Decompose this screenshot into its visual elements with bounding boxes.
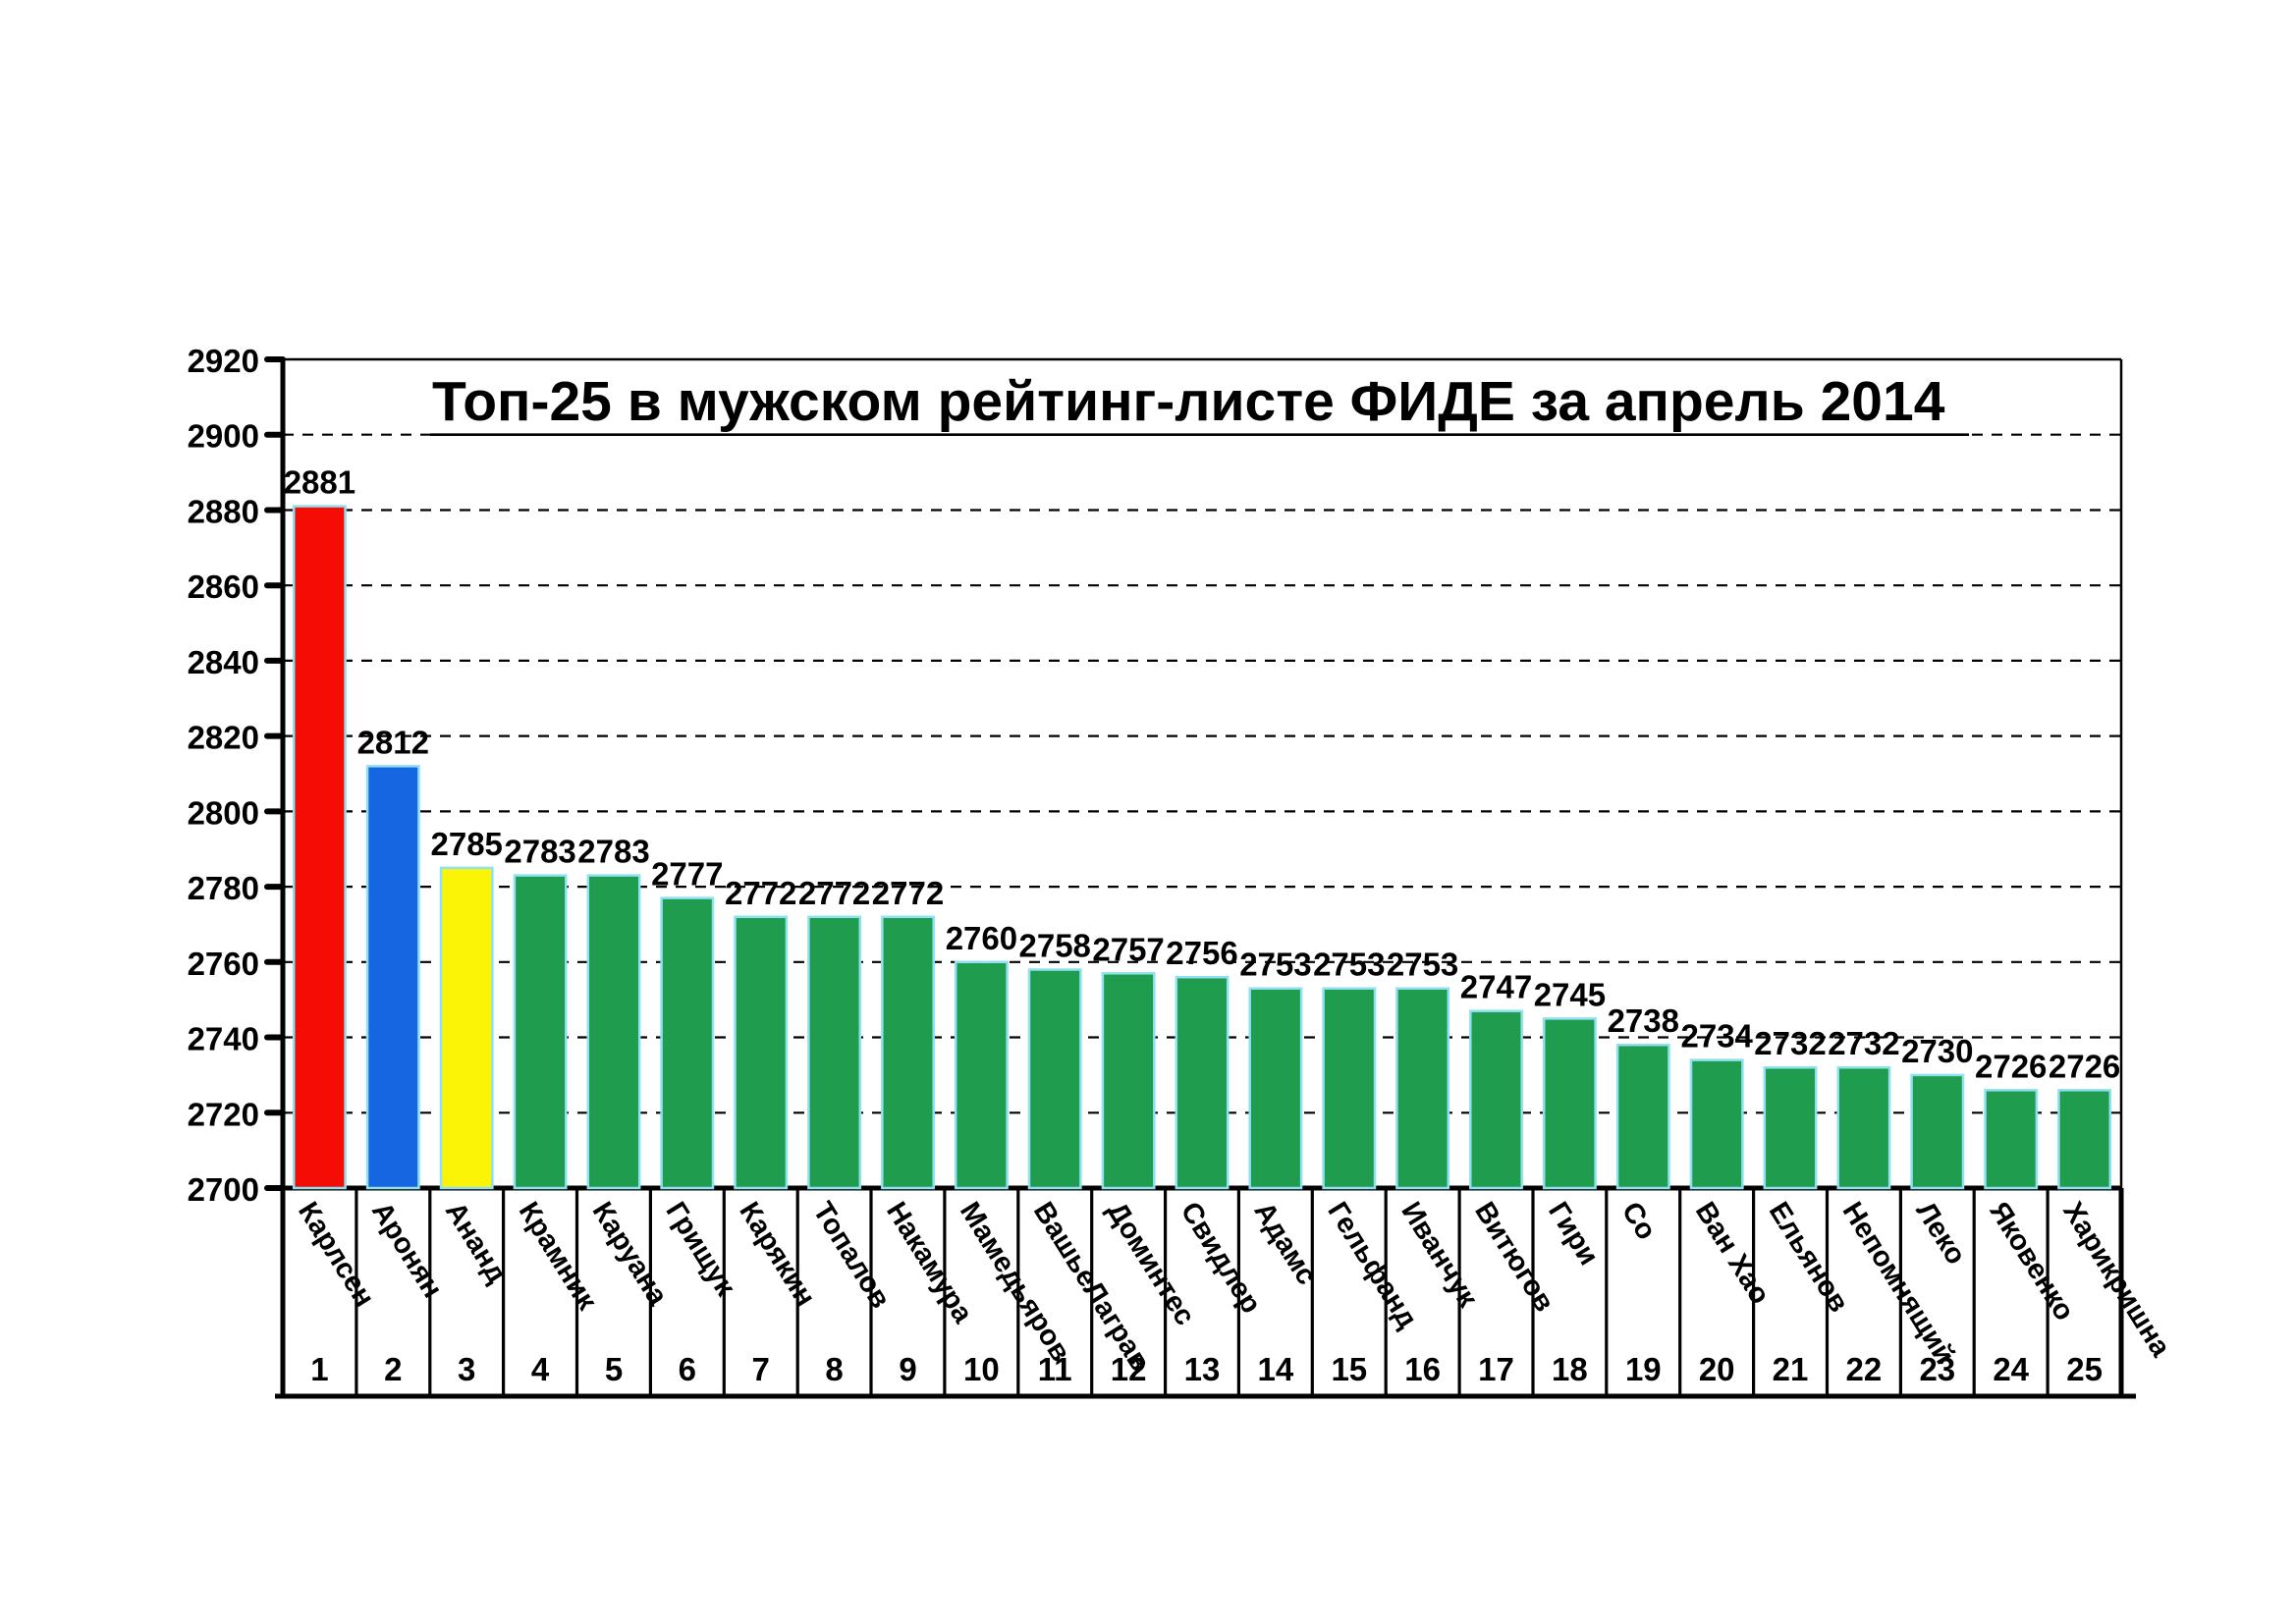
svg-text:2881: 2881 — [284, 464, 355, 501]
svg-text:2920: 2920 — [188, 343, 259, 379]
svg-text:2730: 2730 — [1901, 1033, 1973, 1069]
svg-text:2753: 2753 — [1387, 947, 1458, 983]
svg-text:20: 20 — [1699, 1351, 1735, 1387]
svg-text:9: 9 — [899, 1351, 916, 1387]
svg-text:24: 24 — [1993, 1351, 2029, 1387]
svg-text:2720: 2720 — [188, 1096, 259, 1132]
svg-text:2700: 2700 — [188, 1171, 259, 1208]
svg-text:2772: 2772 — [798, 875, 870, 911]
svg-text:6: 6 — [679, 1351, 696, 1387]
svg-text:25: 25 — [2066, 1351, 2103, 1387]
svg-text:2753: 2753 — [1313, 947, 1385, 983]
svg-text:2785: 2785 — [430, 826, 502, 862]
svg-text:3: 3 — [458, 1351, 475, 1387]
svg-text:2: 2 — [384, 1351, 402, 1387]
svg-text:4: 4 — [531, 1351, 550, 1387]
svg-text:2880: 2880 — [188, 494, 259, 530]
svg-text:7: 7 — [752, 1351, 770, 1387]
svg-text:2772: 2772 — [872, 875, 944, 911]
svg-text:11: 11 — [1038, 1351, 1072, 1387]
svg-text:10: 10 — [963, 1351, 1000, 1387]
svg-text:12: 12 — [1111, 1351, 1147, 1387]
svg-text:2777: 2777 — [651, 856, 723, 893]
svg-text:2734: 2734 — [1680, 1018, 1753, 1055]
svg-text:2747: 2747 — [1460, 969, 1532, 1005]
svg-text:2753: 2753 — [1239, 947, 1311, 983]
svg-text:2756: 2756 — [1166, 935, 1237, 971]
svg-text:2760: 2760 — [188, 946, 259, 982]
svg-text:18: 18 — [1552, 1351, 1588, 1387]
svg-text:22: 22 — [1846, 1351, 1883, 1387]
svg-text:2757: 2757 — [1092, 931, 1164, 967]
svg-text:2732: 2732 — [1828, 1025, 1899, 1061]
svg-text:2860: 2860 — [188, 568, 259, 605]
svg-text:2812: 2812 — [357, 724, 429, 760]
svg-text:2758: 2758 — [1018, 928, 1090, 964]
svg-text:2783: 2783 — [577, 834, 649, 870]
svg-text:2900: 2900 — [188, 418, 259, 455]
svg-text:2732: 2732 — [1754, 1025, 1826, 1061]
svg-text:21: 21 — [1773, 1351, 1809, 1387]
svg-text:2820: 2820 — [188, 720, 259, 756]
svg-text:13: 13 — [1184, 1351, 1221, 1387]
svg-text:2800: 2800 — [188, 794, 259, 831]
svg-text:2783: 2783 — [504, 834, 575, 870]
svg-text:2726: 2726 — [1975, 1048, 2047, 1084]
svg-text:2726: 2726 — [2049, 1048, 2120, 1084]
svg-text:2840: 2840 — [188, 644, 259, 680]
svg-text:2760: 2760 — [946, 920, 1017, 956]
svg-text:19: 19 — [1625, 1351, 1662, 1387]
svg-text:16: 16 — [1404, 1351, 1441, 1387]
svg-text:5: 5 — [605, 1351, 623, 1387]
svg-text:1: 1 — [310, 1351, 328, 1387]
svg-text:Топ-25 в мужском рейтинг-листе: Топ-25 в мужском рейтинг-листе ФИДЕ за а… — [432, 370, 1945, 433]
svg-text:2745: 2745 — [1534, 976, 1606, 1012]
svg-text:2738: 2738 — [1608, 1002, 1679, 1039]
svg-text:2740: 2740 — [188, 1021, 259, 1057]
svg-text:2772: 2772 — [725, 875, 796, 911]
svg-text:15: 15 — [1331, 1351, 1367, 1387]
svg-text:14: 14 — [1258, 1351, 1294, 1387]
svg-text:8: 8 — [825, 1351, 843, 1387]
svg-text:2780: 2780 — [188, 870, 259, 906]
svg-text:17: 17 — [1478, 1351, 1514, 1387]
svg-text:23: 23 — [1919, 1351, 1955, 1387]
